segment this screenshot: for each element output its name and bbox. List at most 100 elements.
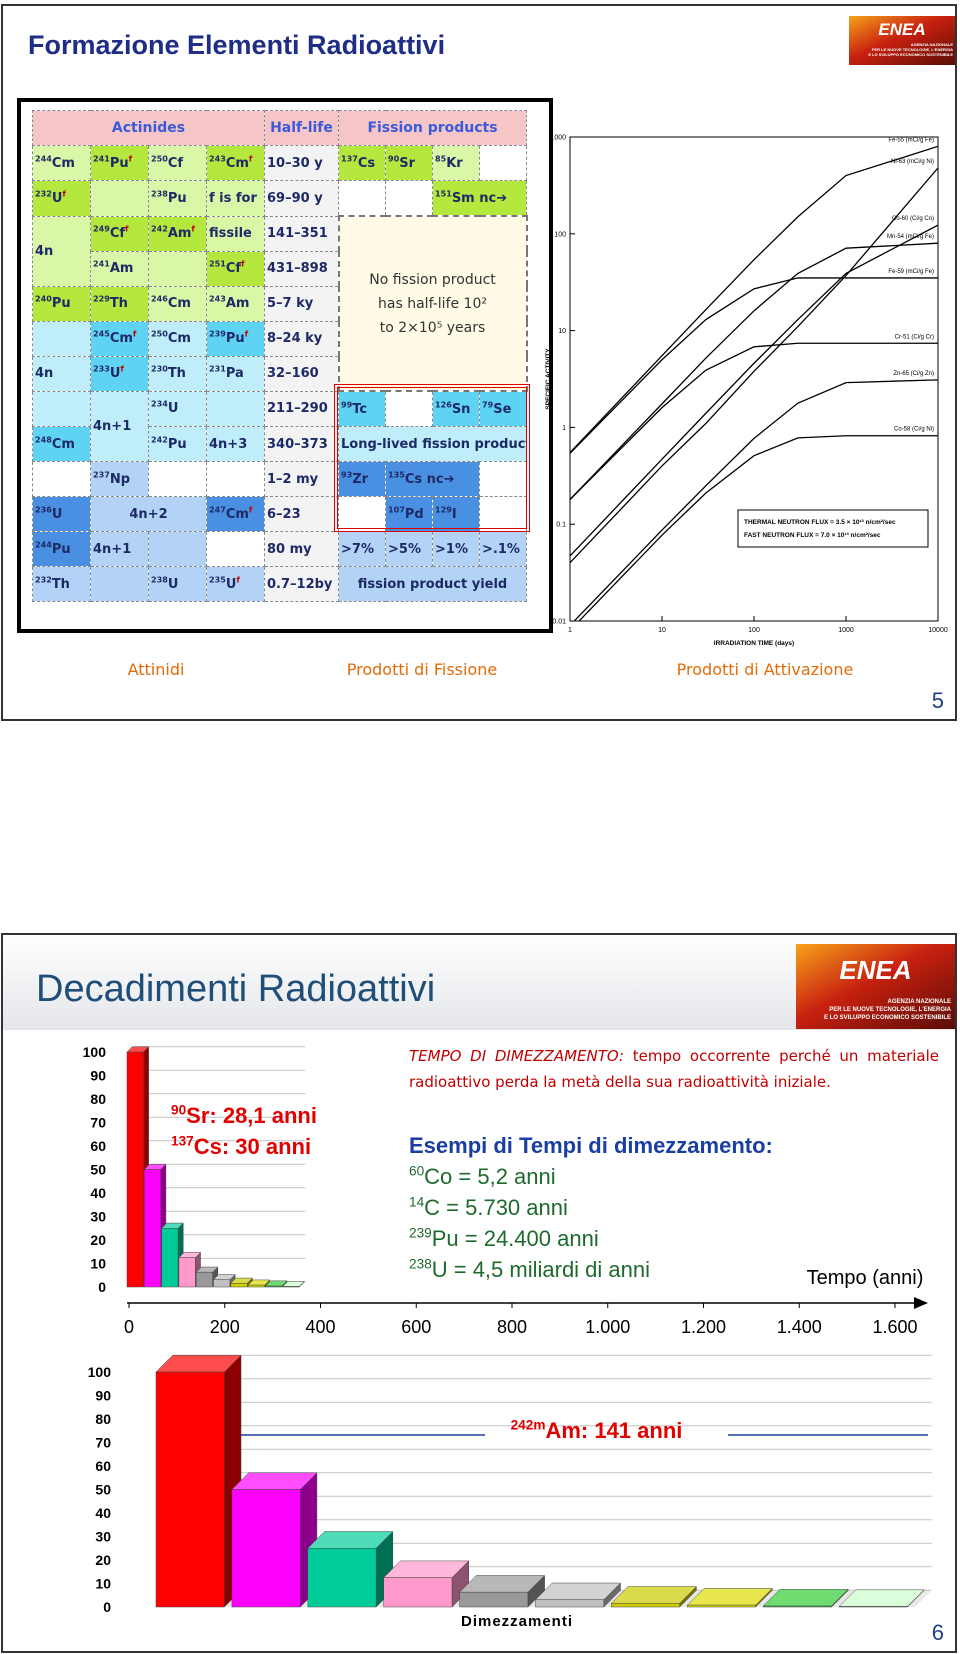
table-cell <box>32 390 91 427</box>
cell-text: Np <box>109 471 130 487</box>
cell-text: f is for <box>209 190 257 206</box>
table-cell: f is for <box>206 180 265 217</box>
x-tick-label: 1.600 <box>872 1317 917 1337</box>
cell-text: Pu <box>109 155 129 171</box>
cell-text: Cf <box>109 226 126 241</box>
cell-text: U <box>225 576 237 592</box>
mass-number: 242m <box>510 1417 546 1433</box>
fissile-flag: f <box>248 154 253 164</box>
table-cell: 239Puf <box>206 320 265 357</box>
cell-text: 0.7–12by <box>267 576 333 592</box>
table-cell: fissile <box>206 215 265 252</box>
cell-text: 6–23 <box>267 506 301 522</box>
table-cell: 247Cmf <box>206 496 265 532</box>
x-axis-label: Dimezzamenti <box>461 1613 573 1630</box>
table-cell <box>90 180 149 217</box>
mass-number: 250 <box>151 154 168 164</box>
bar <box>687 1604 756 1608</box>
cell-text: 80 my <box>267 541 312 557</box>
cs-text: Cs: 30 anni <box>193 1134 312 1159</box>
mass-number: 250 <box>151 329 168 339</box>
mass-number: 237 <box>93 470 110 480</box>
y-tick-label: 1000 <box>550 135 566 142</box>
cell-text: Cm <box>51 155 75 171</box>
curve <box>570 242 938 500</box>
table-row: 237Np 1–2 my 93Zr 135Cs nc➔ <box>32 461 528 497</box>
table-cell: 232Uf <box>32 180 91 217</box>
mass-number: 79 <box>482 400 494 410</box>
table-cell: 230Th <box>148 355 207 392</box>
legend-box <box>737 509 929 548</box>
table-cell: Long-lived fission products <box>337 426 528 462</box>
table-cell <box>338 496 386 532</box>
cell-text: 1–2 my <box>267 471 319 487</box>
cell-text: Half-life <box>270 120 333 136</box>
table-row: 4n 233Uf 230Th 231Pa 32–160 <box>32 355 527 392</box>
table-header: Half-life <box>264 110 339 146</box>
table-cell: >.1% <box>478 531 528 567</box>
table-cell: 241Puf <box>90 145 149 181</box>
table-cell: 251Cff <box>206 250 265 287</box>
table-cell: 4n+1 <box>90 531 149 567</box>
cell-text: Actinides <box>111 120 186 136</box>
logo-line: PER LE NUOVE TECNOLOGIE, L'ENERGIA <box>829 1007 951 1013</box>
slide-title: Decadimenti Radioattivi <box>36 968 436 1010</box>
table-cell: 238Pu <box>148 180 207 217</box>
curve <box>570 277 938 454</box>
mass-number: 107 <box>388 505 405 515</box>
x-tick-label: 1.200 <box>681 1317 726 1337</box>
cell-text: 32–160 <box>267 366 319 381</box>
table-cell <box>206 461 265 497</box>
example: 60Co = 5,2 anni <box>409 1161 773 1192</box>
curve-label: Mn-54 (mCi/g Fe) <box>887 234 934 240</box>
mass-number: 247 <box>209 505 226 515</box>
logo-text: AGENZIA NAZIONALE PER LE NUOVE TECNOLOGI… <box>849 42 953 57</box>
x-axis-label: IRRADIATION TIME (days) <box>714 640 794 647</box>
table-cell: 250Cm <box>148 320 207 357</box>
cell-text: >5% <box>388 541 421 557</box>
cell-text: 141–351 <box>267 226 328 241</box>
table-cell: 4n <box>32 215 91 287</box>
slide-frame <box>1 933 957 1653</box>
bar <box>195 1271 213 1288</box>
example: 238U = 4,5 miliardi di anni <box>409 1254 773 1285</box>
mass-number: 93 <box>341 470 353 480</box>
table-cell <box>338 180 386 217</box>
table-cell: 151Sm nc➔ <box>431 180 528 217</box>
example-text: U = 4,5 miliardi di anni <box>431 1257 651 1282</box>
table-cell: 231Pa <box>206 355 265 392</box>
mass-number: 137 <box>341 154 358 164</box>
mass-number: 135 <box>388 470 405 480</box>
cell-text: fission product yield <box>357 576 508 592</box>
bar <box>459 1591 529 1608</box>
cell-text: Pu <box>51 541 71 557</box>
mass-number: 238 <box>151 189 168 199</box>
y-tick-label: 80 <box>95 1411 111 1427</box>
table-cell <box>478 461 528 497</box>
bar <box>231 1489 301 1608</box>
table-cell: 4n+3 <box>206 426 265 462</box>
cell-text: U <box>51 506 63 522</box>
example-text: Co = 5,2 anni <box>424 1164 556 1189</box>
x-tick-label: 10000 <box>928 627 948 634</box>
mass-number: 232 <box>35 575 52 585</box>
mass-number: 137 <box>171 1133 194 1149</box>
mass-number: 90 <box>171 1102 187 1118</box>
curve-label: Fe-59 (mCi/g Fe) <box>888 269 934 275</box>
cell-text: Am <box>225 296 250 311</box>
mass-number: 244 <box>35 154 52 164</box>
table-cell: 237Np <box>90 461 149 497</box>
bar <box>126 1051 144 1288</box>
bar <box>144 1169 161 1288</box>
cell-text: I <box>451 506 457 522</box>
cell-text: Sr <box>399 155 415 171</box>
table-cell: 137Cs <box>338 145 386 181</box>
mass-number: 129 <box>435 505 452 515</box>
table-cell: 79Se <box>478 390 528 427</box>
table-cell <box>148 461 207 497</box>
mass-number: 126 <box>435 400 452 410</box>
table-row: 241Am 251Cff 431–898 <box>33 250 527 287</box>
table-row: 4n 249Cff 242Amf fissile 141–351 No fission p… <box>32 215 528 392</box>
x-tick-label: 1 <box>568 627 572 634</box>
table-cell: 4n+1 <box>90 390 149 462</box>
